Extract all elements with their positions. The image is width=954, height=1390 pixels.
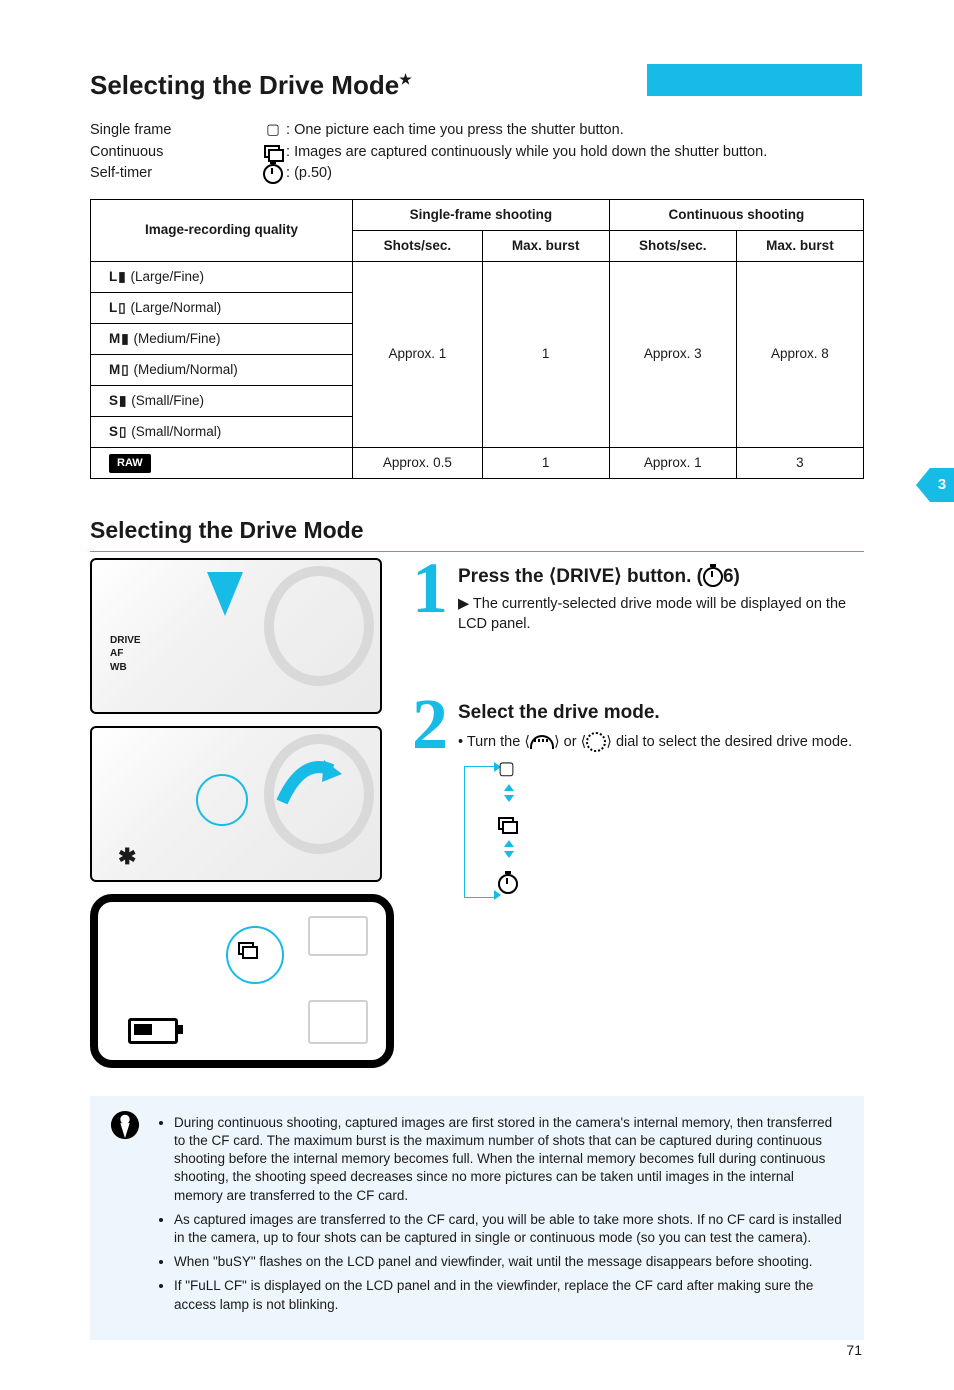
intro-colon: : bbox=[286, 121, 294, 141]
step-1-number: 1 bbox=[412, 558, 448, 635]
drive-mode-table: Image-recording quality Single-frame sho… bbox=[90, 199, 864, 479]
sub-shots-sec-1: Shots/sec. bbox=[353, 230, 483, 261]
col-continuous: Continuous shooting bbox=[609, 199, 863, 230]
section-heading: Selecting the Drive Mode bbox=[90, 515, 864, 552]
jpeg-single-burst: 1 bbox=[482, 261, 609, 447]
continuous-desc: Images are captured continuously while y… bbox=[294, 143, 864, 163]
header-accent-bar bbox=[647, 64, 862, 96]
timer-icon bbox=[260, 164, 286, 184]
step1-illustration: DRIVEAFWB bbox=[90, 558, 382, 714]
sub-burst-2: Max. burst bbox=[736, 230, 863, 261]
table-row-raw: RAW Approx. 0.5 1 Approx. 1 3 bbox=[91, 447, 864, 478]
step2-illustration: ✱ bbox=[90, 726, 382, 882]
timer-icon bbox=[703, 567, 723, 587]
step-2-body: • Turn the ⟨⟩ or ⟨⟩ dial to select the d… bbox=[458, 732, 864, 752]
continuous-label: Continuous bbox=[90, 143, 260, 163]
jpeg-single-speed: Approx. 1 bbox=[353, 261, 483, 447]
stack-icon bbox=[260, 143, 286, 163]
selftimer-ref: (p.50) bbox=[294, 164, 864, 184]
single-frame-label: Single frame bbox=[90, 121, 260, 141]
step-2-number: 2 bbox=[412, 694, 448, 910]
intro-colon: : bbox=[286, 143, 294, 163]
step-2-heading: Select the drive mode. bbox=[458, 700, 864, 726]
warning-icon bbox=[110, 1110, 140, 1140]
step-1: 1 Press the ⟨DRIVE⟩ button. (6) ▶ The cu… bbox=[412, 558, 864, 635]
sub-shots-sec-2: Shots/sec. bbox=[609, 230, 736, 261]
cycle-square-icon: ▢ bbox=[498, 756, 515, 780]
quick-dial-icon bbox=[586, 732, 606, 752]
cycle-stack-icon bbox=[498, 810, 516, 834]
table-row: L▮ (Large/Fine) Approx. 1 1 Approx. 3 Ap… bbox=[91, 261, 864, 292]
chapter-tab: 3 bbox=[930, 468, 954, 502]
caution-box: During continuous shooting, captured ima… bbox=[90, 1096, 864, 1340]
col-single: Single-frame shooting bbox=[353, 199, 610, 230]
raw-single-speed: Approx. 0.5 bbox=[353, 447, 483, 478]
raw-cont-speed: Approx. 1 bbox=[609, 447, 736, 478]
intro-colon: : bbox=[286, 164, 294, 184]
note-item: If "FuLL CF" is displayed on the LCD pan… bbox=[174, 1277, 844, 1313]
title-star: ★ bbox=[399, 71, 412, 87]
cycle-timer-icon bbox=[498, 870, 518, 894]
note-item: When "buSY" flashes on the LCD panel and… bbox=[174, 1253, 844, 1271]
step-1-heading: Press the ⟨DRIVE⟩ button. (6) bbox=[458, 564, 864, 590]
lcd-stack-icon bbox=[238, 942, 256, 956]
jpeg-cont-speed: Approx. 3 bbox=[609, 261, 736, 447]
drive-mode-list: Single frame ▢ : One picture each time y… bbox=[90, 121, 864, 185]
illustration-column: DRIVEAFWB ✱ bbox=[90, 558, 378, 1068]
lcd-panel-illustration bbox=[90, 894, 394, 1068]
jpeg-cont-burst: Approx. 8 bbox=[736, 261, 863, 447]
step-1-body: ▶ The currently-selected drive mode will… bbox=[458, 595, 864, 634]
raw-cont-burst: 3 bbox=[736, 447, 863, 478]
raw-badge: RAW bbox=[109, 454, 151, 473]
step-2: 2 Select the drive mode. • Turn the ⟨⟩ o… bbox=[412, 694, 864, 910]
col-quality: Image-recording quality bbox=[91, 199, 353, 261]
main-dial-icon bbox=[530, 735, 554, 749]
sub-burst-1: Max. burst bbox=[482, 230, 609, 261]
square-icon: ▢ bbox=[260, 121, 286, 141]
page-number: 71 bbox=[846, 1341, 862, 1360]
selftimer-label: Self-timer bbox=[90, 164, 260, 184]
single-frame-desc: One picture each time you press the shut… bbox=[294, 121, 864, 141]
drive-cycle-diagram: ▢ bbox=[458, 760, 538, 910]
note-item: As captured images are transferred to th… bbox=[174, 1211, 844, 1247]
raw-single-burst: 1 bbox=[482, 447, 609, 478]
note-item: During continuous shooting, captured ima… bbox=[174, 1114, 844, 1205]
